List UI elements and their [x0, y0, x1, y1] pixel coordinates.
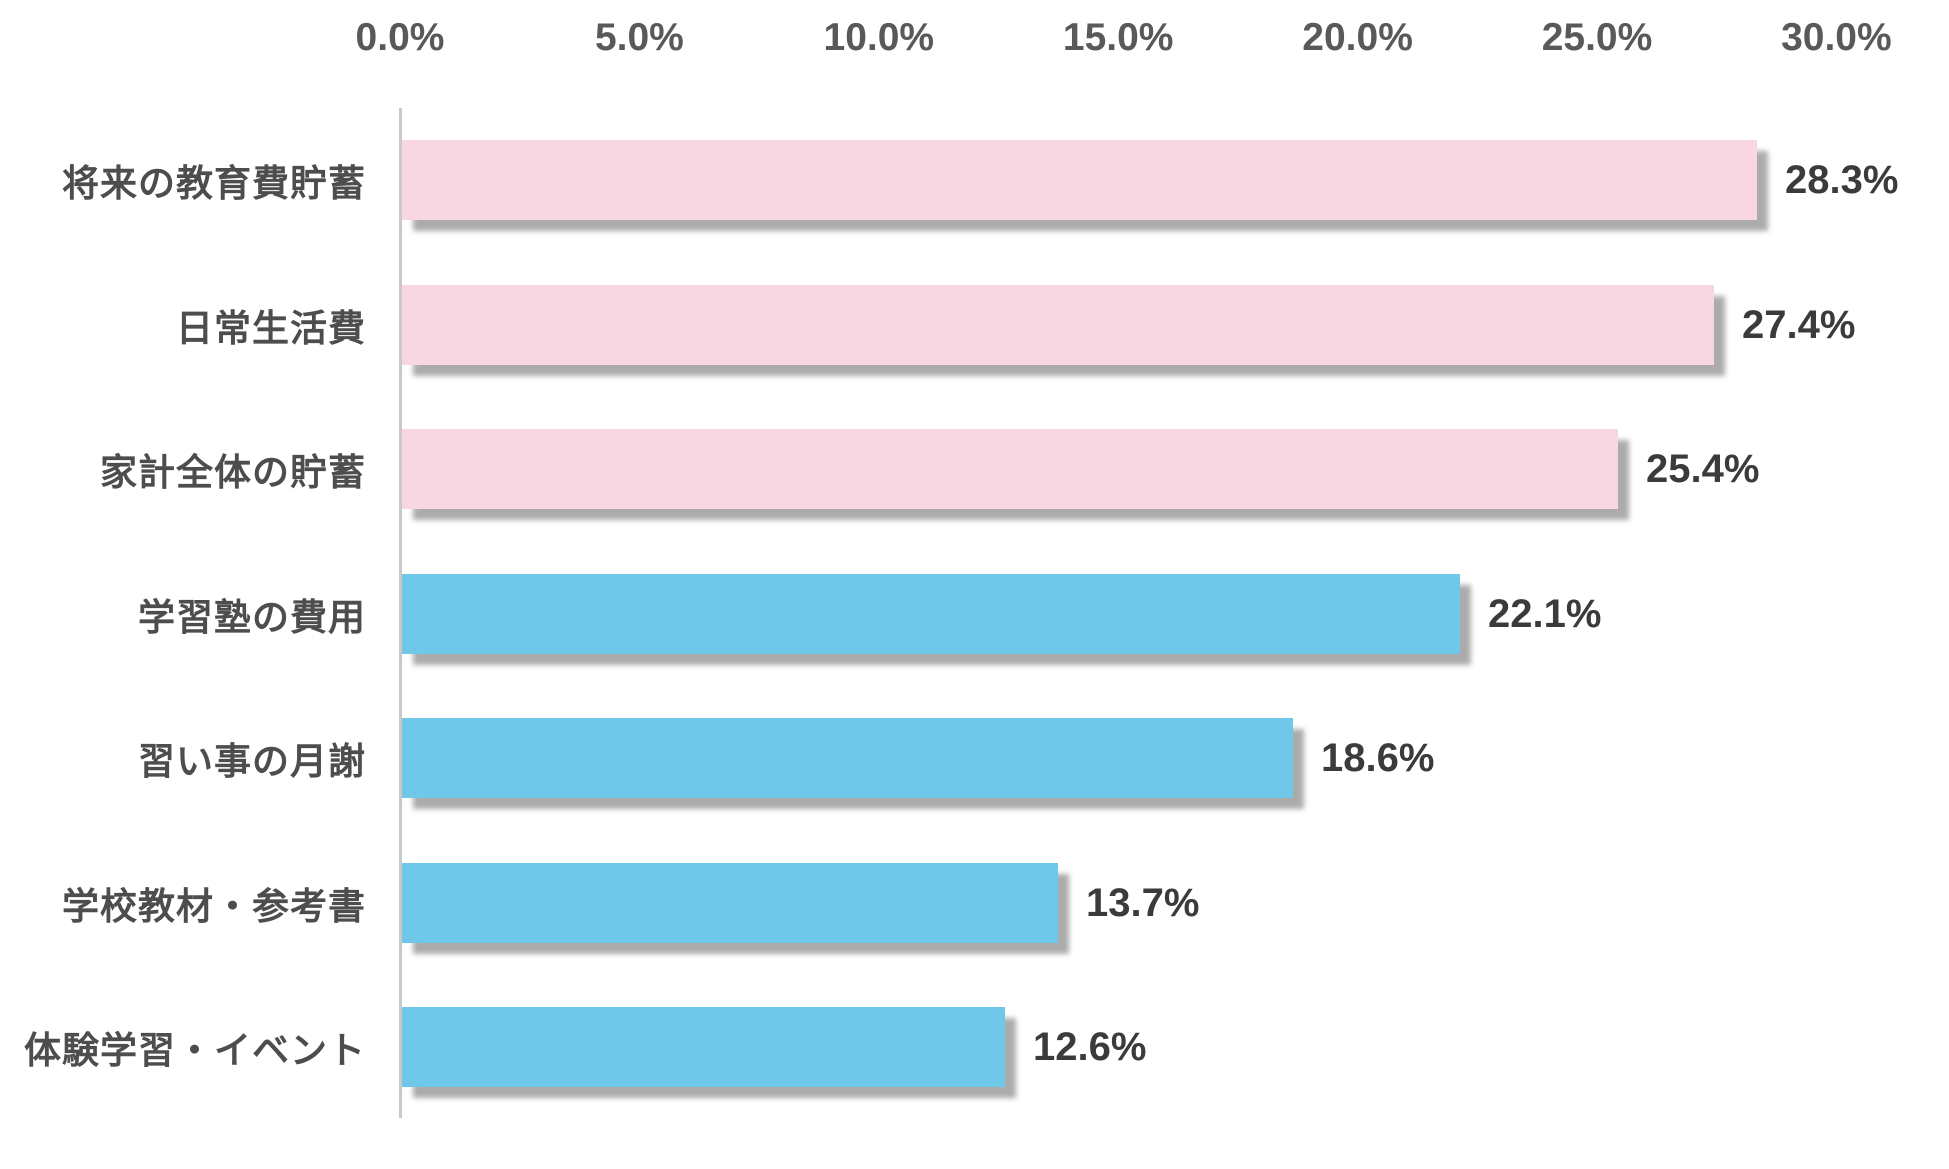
x-axis-tick-label: 10.0%: [823, 16, 935, 59]
bar: [402, 1007, 1005, 1087]
bar: [402, 863, 1058, 943]
x-axis-tick-label: 0.0%: [355, 16, 445, 59]
category-label: 学校教材・参考書: [62, 886, 366, 927]
value-label: 25.4%: [1646, 446, 1760, 491]
value-label: 13.7%: [1086, 880, 1200, 925]
category-label: 家計全体の貯蓄: [100, 452, 366, 493]
x-axis-tick-label: 25.0%: [1541, 16, 1653, 59]
bar: [402, 140, 1757, 220]
category-label: 習い事の月謝: [138, 741, 366, 782]
category-label: 学習塾の費用: [138, 597, 366, 638]
bar: [402, 574, 1460, 654]
category-label: 体験学習・イベント: [24, 1030, 366, 1071]
x-axis-tick-label: 5.0%: [594, 16, 684, 59]
x-axis-tick-label: 20.0%: [1302, 16, 1413, 59]
bar: [402, 718, 1293, 798]
category-label: 日常生活費: [176, 308, 366, 349]
value-label: 12.6%: [1033, 1024, 1147, 1069]
x-axis-tick-label: 30.0%: [1781, 16, 1892, 59]
y-axis-line: [399, 108, 402, 1118]
category-label: 将来の教育費貯蓄: [62, 163, 366, 204]
bar: [402, 285, 1714, 365]
x-axis-tick-label: 15.0%: [1062, 16, 1174, 59]
value-label: 18.6%: [1321, 735, 1435, 780]
value-label: 27.4%: [1742, 302, 1856, 347]
value-label: 22.1%: [1488, 591, 1602, 636]
value-label: 28.3%: [1785, 157, 1899, 202]
bar: [402, 429, 1618, 509]
